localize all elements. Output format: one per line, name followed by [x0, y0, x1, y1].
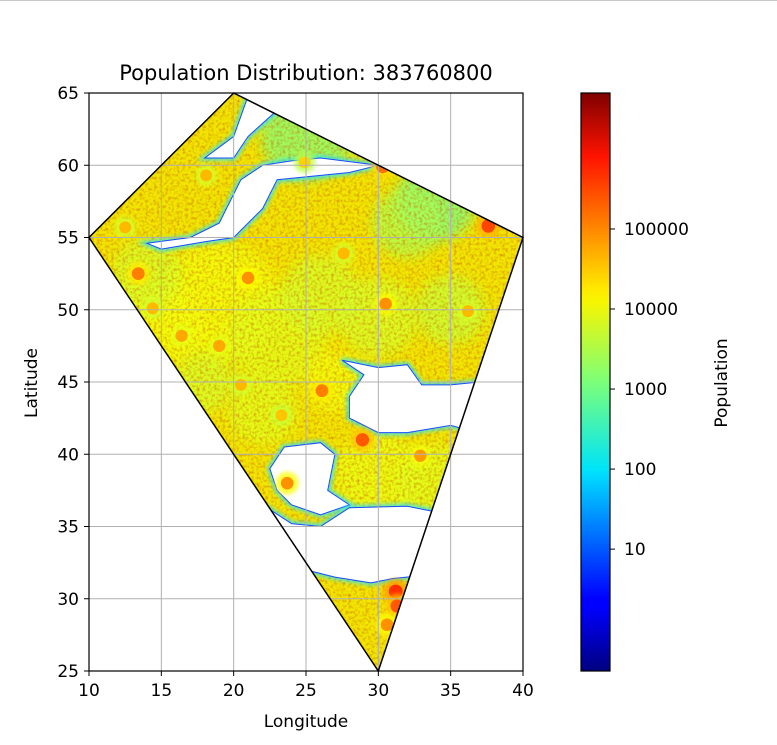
hotspot — [315, 384, 329, 398]
y-tick-label: 45 — [57, 373, 79, 393]
x-tick-label: 25 — [295, 681, 317, 701]
colorbar-frame — [580, 92, 611, 672]
hotspot — [414, 449, 427, 462]
x-tick-label: 10 — [78, 681, 100, 701]
colorbar-tick-label: 10000 — [624, 300, 678, 320]
x-axis-ticks: 10 15 20 25 30 35 40 — [78, 671, 534, 701]
hotspot — [380, 618, 394, 632]
colorbar-tick-label: 1000 — [624, 380, 667, 400]
y-tick-label: 30 — [57, 590, 79, 610]
y-tick-label: 40 — [57, 445, 79, 465]
hotspot — [298, 156, 311, 169]
hotspot — [355, 433, 370, 447]
hotspot — [131, 267, 145, 281]
water-area — [269, 442, 351, 516]
hotspot — [213, 339, 226, 353]
hotspot — [119, 221, 132, 234]
y-tick-label: 35 — [57, 518, 79, 538]
hotspot — [241, 271, 255, 285]
y-tick-label: 25 — [57, 662, 79, 682]
colorbar-ticks: 10 100 1000 10000 100000 — [610, 220, 689, 560]
hotspot — [280, 476, 294, 490]
hotspot — [461, 305, 475, 318]
y-tick-label: 50 — [57, 301, 79, 321]
x-axis-label: Longitude — [264, 712, 349, 732]
hotspot — [275, 409, 288, 422]
hotspot — [200, 169, 213, 182]
y-axis-label: Latitude — [22, 348, 42, 418]
x-tick-label: 20 — [223, 681, 245, 701]
window-top-border — [0, 0, 777, 1]
colorbar — [581, 93, 610, 671]
hotspot — [175, 329, 188, 342]
hotspot — [379, 297, 392, 311]
y-tick-label: 60 — [57, 156, 79, 176]
colorbar-tick-label: 100 — [624, 460, 656, 480]
chart-title: Population Distribution: 383760800 — [119, 61, 493, 85]
hotspot — [146, 302, 159, 315]
y-axis-ticks: 25 30 35 40 45 50 55 60 65 — [57, 84, 89, 682]
x-tick-label: 15 — [151, 681, 173, 701]
y-tick-label: 55 — [57, 229, 79, 249]
x-tick-label: 40 — [512, 681, 534, 701]
hotspot — [234, 378, 247, 391]
hotspot — [337, 247, 350, 260]
colorbar-tick-label: 10 — [624, 540, 646, 560]
colorbar-tick-label: 100000 — [624, 220, 689, 240]
colorbar-label: Population — [712, 338, 732, 427]
x-tick-label: 30 — [368, 681, 390, 701]
y-tick-label: 65 — [57, 84, 79, 104]
x-tick-label: 35 — [440, 681, 462, 701]
